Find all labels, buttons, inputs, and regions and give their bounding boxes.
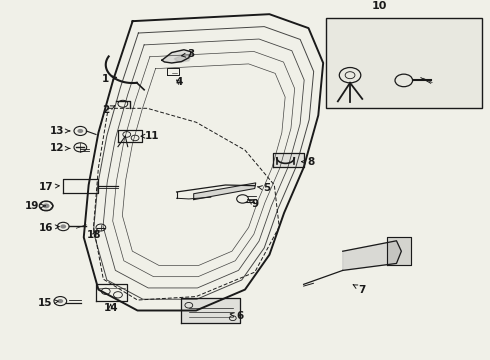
Bar xyxy=(326,18,482,108)
Text: 14: 14 xyxy=(103,303,118,313)
Circle shape xyxy=(77,129,83,133)
Text: 7: 7 xyxy=(353,285,366,294)
Polygon shape xyxy=(343,241,401,270)
Text: 15: 15 xyxy=(37,298,58,308)
Circle shape xyxy=(60,224,66,229)
Text: 3: 3 xyxy=(181,49,195,59)
Circle shape xyxy=(57,299,63,303)
Text: 11: 11 xyxy=(141,131,159,141)
Text: 8: 8 xyxy=(301,157,315,167)
Text: 5: 5 xyxy=(258,184,270,193)
Polygon shape xyxy=(273,153,304,167)
Text: 12: 12 xyxy=(49,143,70,153)
Polygon shape xyxy=(174,54,191,62)
Text: 10: 10 xyxy=(372,1,387,11)
Polygon shape xyxy=(181,298,240,323)
Text: 19: 19 xyxy=(25,201,45,211)
Text: 6: 6 xyxy=(230,311,244,321)
Text: 18: 18 xyxy=(87,230,102,239)
Text: 17: 17 xyxy=(38,182,59,192)
Polygon shape xyxy=(194,183,256,200)
Circle shape xyxy=(43,203,49,208)
Text: 9: 9 xyxy=(248,199,258,209)
Text: 2: 2 xyxy=(102,105,115,115)
Polygon shape xyxy=(162,50,191,63)
Text: 1: 1 xyxy=(102,74,117,84)
Polygon shape xyxy=(387,237,411,265)
Text: 13: 13 xyxy=(49,126,70,136)
Text: 4: 4 xyxy=(175,77,183,87)
Text: 16: 16 xyxy=(38,222,59,233)
